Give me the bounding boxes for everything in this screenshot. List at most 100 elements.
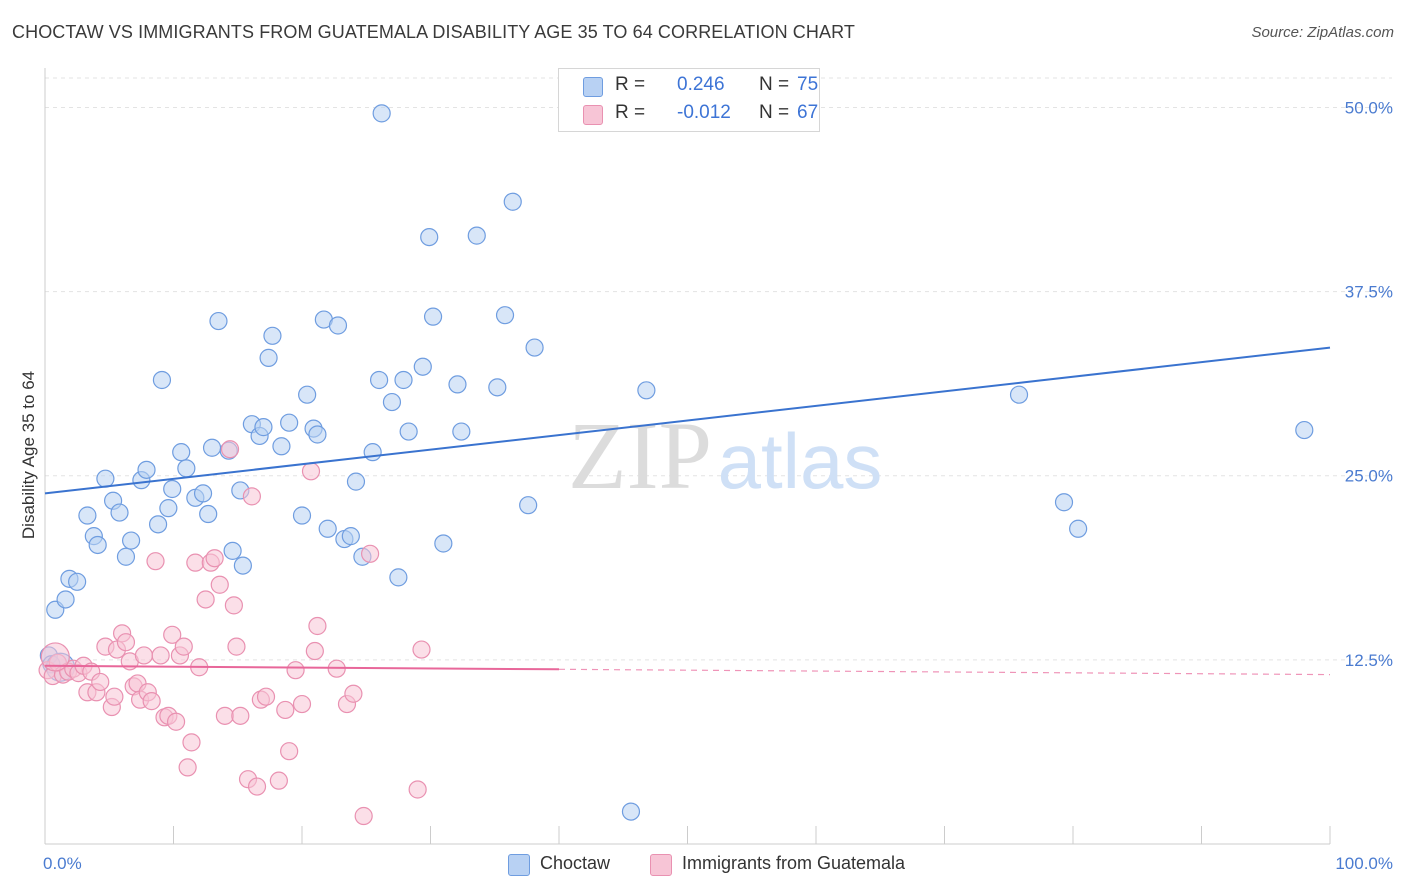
choctaw-point	[488, 378, 507, 397]
guatemala-point	[215, 706, 234, 725]
choctaw-trend-line	[44, 346, 1331, 495]
guatemala-point	[142, 692, 161, 711]
source-label: Source: ZipAtlas.com	[1251, 24, 1394, 41]
choctaw-point	[68, 572, 87, 591]
guatemala-point	[247, 777, 267, 796]
guatemala-point	[116, 633, 136, 652]
choctaw-point	[254, 418, 273, 437]
guatemala-point	[134, 646, 154, 665]
choctaw-point	[399, 422, 418, 441]
choctaw-point	[448, 375, 467, 394]
choctaw-point	[467, 226, 486, 245]
choctaw-point	[495, 306, 515, 325]
guatemala-point	[227, 637, 246, 656]
choctaw-point	[1054, 493, 1074, 512]
choctaw-point	[298, 385, 317, 404]
guatemala-point	[166, 712, 186, 731]
guatemala-point	[354, 806, 373, 826]
guatemala-point	[286, 661, 305, 680]
choctaw-point	[346, 472, 366, 491]
guatemala-point	[186, 553, 205, 572]
x-tick-label: 0.0%	[43, 854, 82, 873]
choctaw-point	[193, 484, 213, 503]
choctaw-point	[382, 392, 402, 412]
choctaw-point	[272, 437, 291, 456]
r-label: R =	[615, 74, 646, 95]
choctaw-point	[137, 460, 156, 479]
y-tick-label: 50.0%	[1345, 98, 1393, 117]
y-tick-label: 12.5%	[1345, 651, 1393, 670]
watermark-atlas: atlas	[718, 417, 883, 505]
choctaw-point	[341, 527, 360, 546]
n-label: N =	[759, 102, 790, 123]
guatemala-point	[196, 590, 215, 609]
choctaw-point	[363, 443, 382, 462]
r-value: -0.012	[677, 102, 731, 123]
choctaw-point	[148, 515, 168, 534]
guatemala-point	[280, 742, 299, 761]
choctaw-point	[328, 316, 348, 335]
choctaw-point	[223, 541, 242, 560]
guatemala-point	[242, 487, 261, 506]
guatemala-point	[361, 544, 380, 563]
n-value: 67	[797, 102, 819, 123]
guatemala-point	[210, 575, 229, 594]
choctaw-point	[172, 443, 191, 462]
n-value: 75	[797, 74, 819, 95]
choctaw-point	[110, 503, 129, 522]
guatemala-point	[182, 733, 201, 752]
choctaw-legend-icon	[508, 854, 530, 876]
choctaw-point	[177, 459, 196, 478]
guatemala-point	[344, 684, 363, 703]
guatemala-point	[269, 771, 288, 790]
guatemala-point	[151, 646, 170, 665]
y-tick-label: 37.5%	[1345, 283, 1393, 302]
choctaw-point	[318, 519, 337, 538]
choctaw-point	[503, 192, 522, 211]
choctaw-point	[389, 568, 408, 587]
guatemala-legend-icon	[650, 854, 672, 876]
trend-lines	[44, 346, 1331, 676]
x-tick-label: 100.0%	[1335, 854, 1393, 873]
choctaw-point	[152, 370, 172, 390]
choctaw-point	[88, 535, 107, 555]
choctaw-point	[420, 227, 439, 247]
choctaw-point	[78, 506, 97, 525]
n-label: N =	[759, 74, 790, 95]
choctaw-swatch-icon	[583, 77, 603, 97]
choctaw-point	[423, 307, 443, 326]
guatemala-point	[91, 672, 110, 692]
choctaw-point	[308, 425, 327, 444]
guatemala-point	[146, 552, 165, 571]
guatemala-swatch-icon	[583, 105, 603, 125]
choctaw-point	[163, 479, 182, 499]
watermark-zip: ZIP	[568, 402, 712, 509]
choctaw-point	[525, 338, 544, 357]
guatemala-point	[408, 780, 427, 799]
choctaw-point	[233, 556, 252, 575]
guatemala-point	[301, 462, 321, 481]
choctaw-point	[372, 104, 391, 123]
guatemala-point	[231, 706, 250, 725]
choctaw-point	[259, 348, 278, 367]
guatemala-point	[220, 440, 240, 459]
choctaw-point	[292, 506, 312, 525]
axes	[44, 68, 1331, 845]
y-tick-label: 25.0%	[1345, 467, 1393, 486]
choctaw-point	[519, 496, 538, 515]
guatemala-point	[163, 625, 182, 644]
choctaw-point	[159, 499, 178, 518]
guatemala-point	[276, 700, 295, 720]
choctaw-point	[413, 357, 432, 376]
guatemala-trend-line-dashed	[558, 668, 1331, 676]
legend-label: Immigrants from Guatemala	[682, 853, 906, 873]
guatemala-point	[105, 687, 124, 706]
choctaw-point	[434, 534, 453, 553]
choctaw-point	[209, 311, 228, 331]
choctaw-point	[1295, 420, 1314, 440]
choctaw-point	[1009, 385, 1029, 404]
choctaw-point	[637, 381, 656, 400]
guatemala-point	[412, 640, 431, 659]
choctaw-point	[56, 590, 75, 609]
